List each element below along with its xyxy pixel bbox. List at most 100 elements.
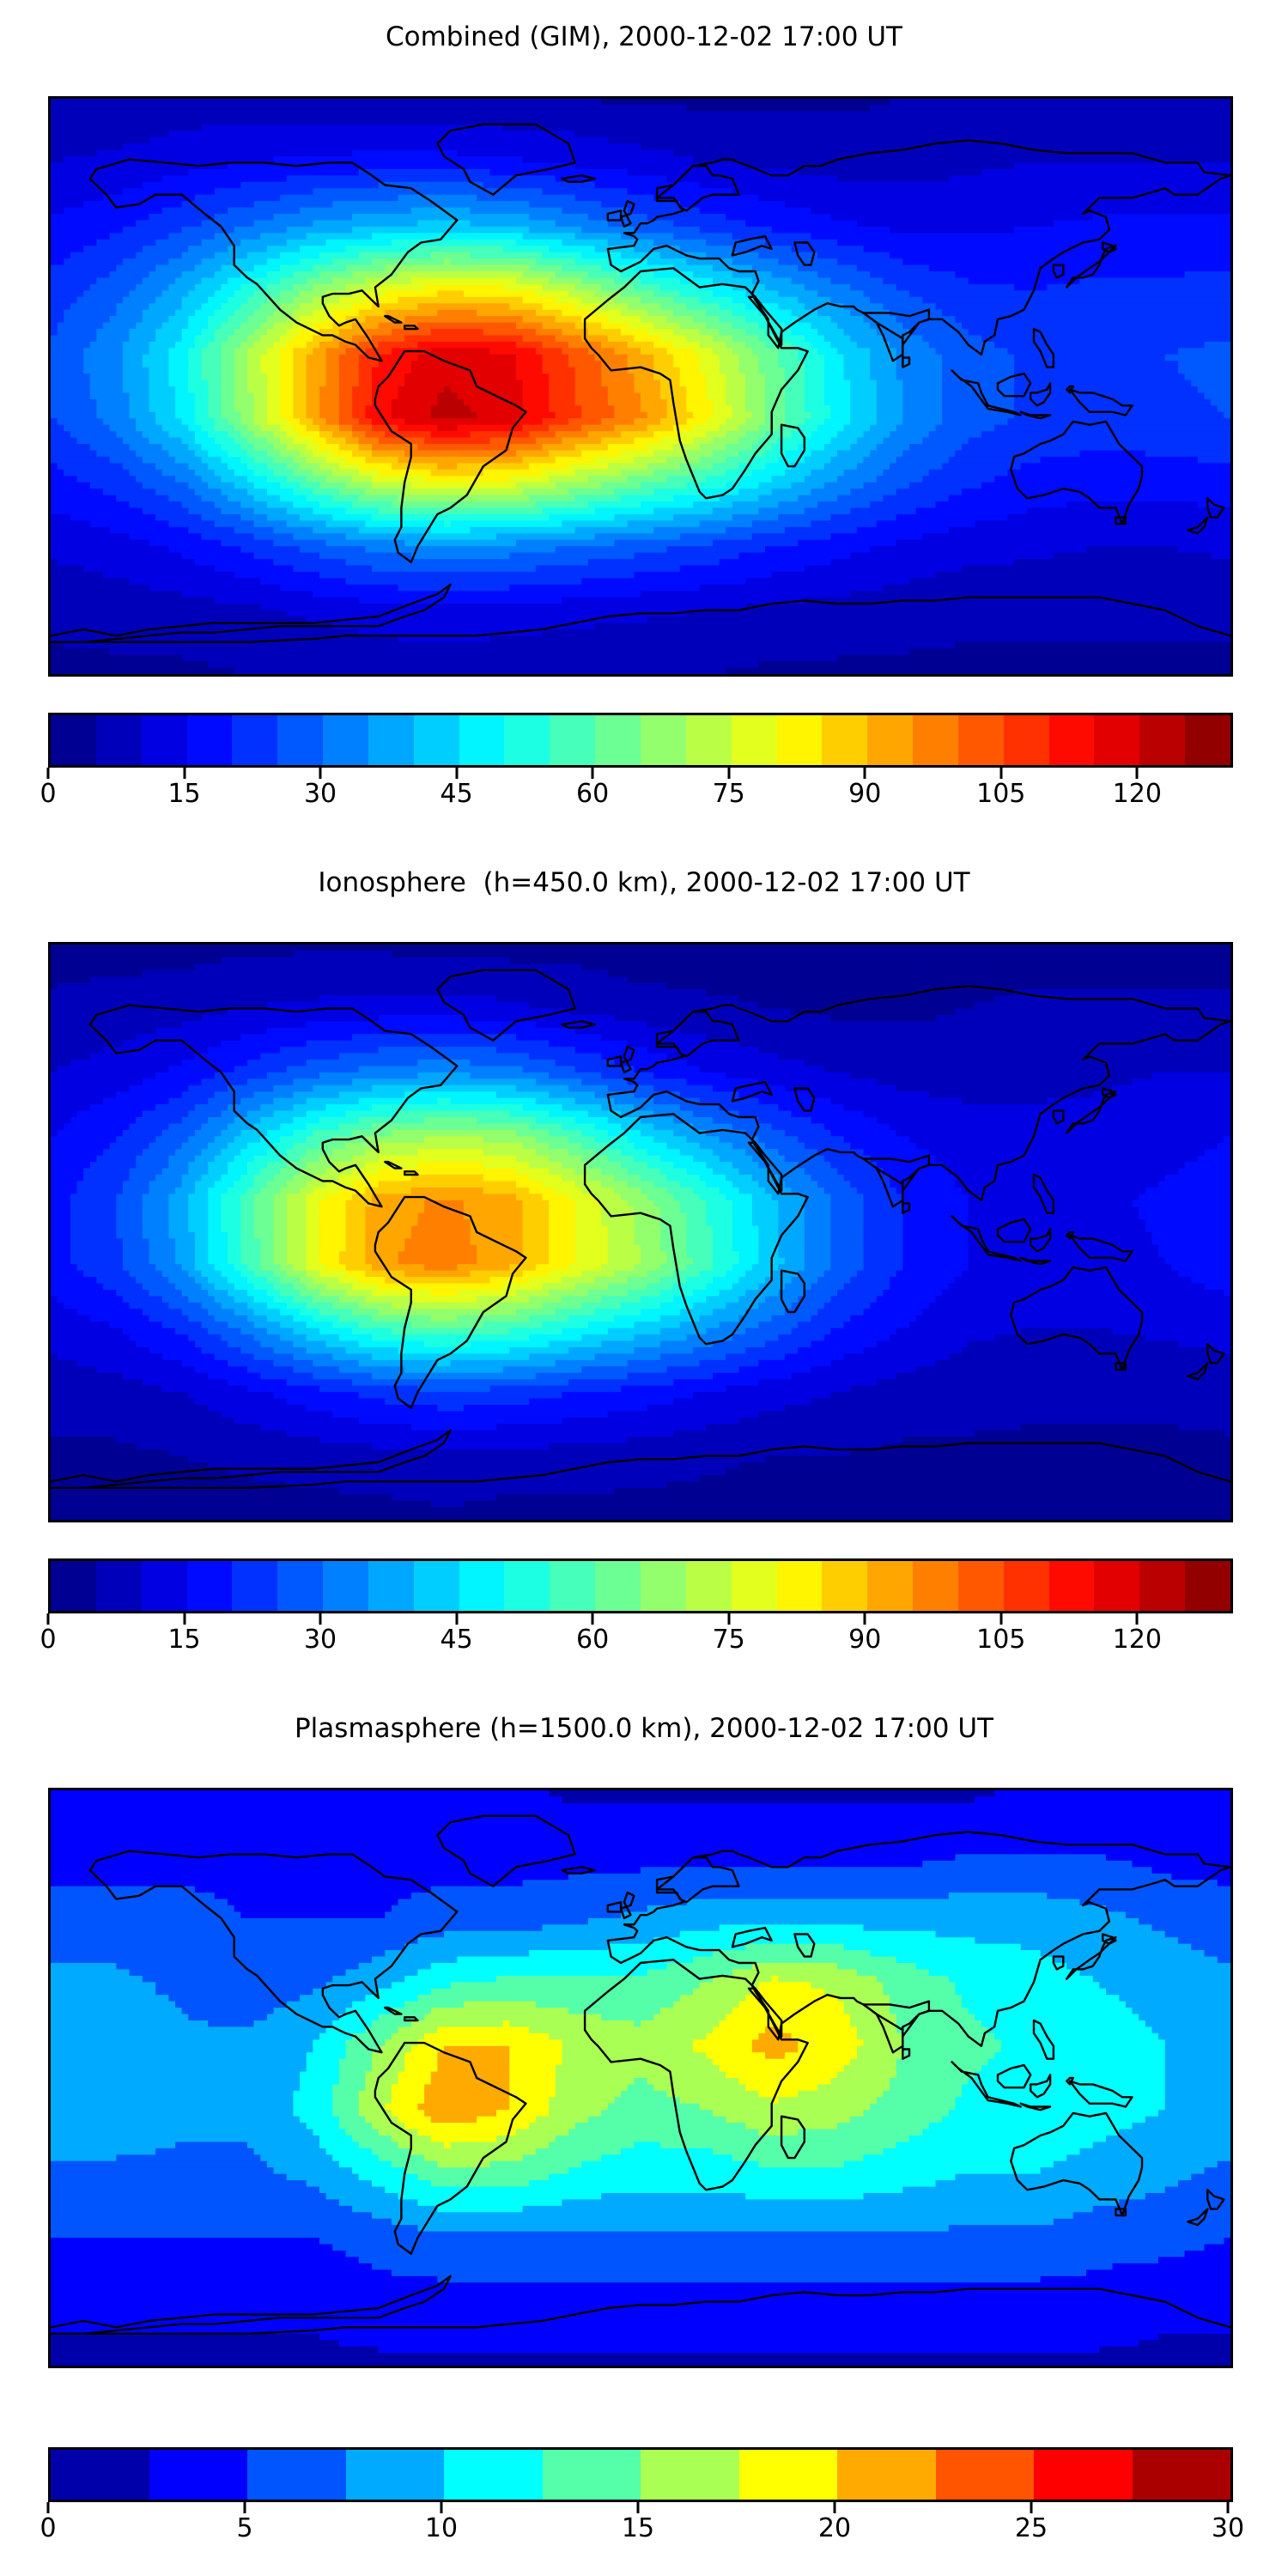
- colorbar-tick-label: 20: [817, 2513, 852, 2543]
- colorbar-tick: [1030, 2502, 1033, 2513]
- colorbar-band: [95, 715, 142, 765]
- colorbar-tick: [999, 1613, 1003, 1625]
- colorbar-tick-label: 75: [712, 1625, 745, 1655]
- colorbar-tick-label: 45: [440, 1625, 473, 1655]
- colorbar-tick: [319, 768, 322, 779]
- colorbar-band: [1185, 715, 1230, 765]
- colorbar-tick: [591, 1613, 594, 1625]
- colorbar-tick: [1135, 768, 1139, 779]
- colorbar-tick: [863, 1613, 866, 1625]
- colorbar-band: [51, 2450, 149, 2500]
- colorbar-tick: [46, 768, 50, 779]
- map-canvas-plasmasphere: [51, 1790, 1230, 2366]
- colorbar-tick-label: 75: [712, 779, 745, 809]
- colorbar-band: [738, 2450, 837, 2500]
- colorbar-band: [595, 715, 641, 765]
- colorbar-band: [641, 2450, 739, 2500]
- colorbar-tick: [455, 768, 459, 779]
- colorbar-tick: [319, 1613, 322, 1625]
- colorbar-band: [957, 1561, 1004, 1611]
- colorbar-band: [247, 2450, 346, 2500]
- panel-title-combined: Combined (GIM), 2000-12-02 17:00 UT: [386, 21, 902, 52]
- colorbar-tick: [243, 2502, 246, 2513]
- colorbar-tick: [999, 768, 1003, 779]
- colorbar-band: [141, 715, 187, 765]
- colorbar-band: [1132, 2450, 1230, 2500]
- colorbar-tick-label: 15: [167, 1625, 201, 1655]
- colorbar-band: [731, 1561, 777, 1611]
- colorbar-band: [550, 1561, 596, 1611]
- colorbar-band: [776, 715, 823, 765]
- colorbar-band: [1094, 715, 1140, 765]
- colorbar-band: [935, 2450, 1034, 2500]
- colorbar-band: [277, 715, 324, 765]
- colorbar-band: [277, 1561, 324, 1611]
- colorbar-ticks-ionosphere: 0 15 30 45 60 75 90 105 120: [39, 1613, 1228, 1665]
- colorbar-tick-label: 5: [236, 2513, 253, 2543]
- colorbar-band: [323, 715, 368, 765]
- colorbar-band: [459, 1561, 505, 1611]
- colorbar-gradient-ionosphere: [48, 1558, 1233, 1613]
- colorbar-tick: [833, 2502, 836, 2513]
- colorbar-band: [95, 1561, 142, 1611]
- colorbar-tick: [46, 1613, 50, 1625]
- colorbar-tick-label: 60: [576, 779, 610, 809]
- colorbar-band: [1185, 1561, 1230, 1611]
- map-axes-combined: [48, 96, 1233, 677]
- colorbar-tick-label: 0: [39, 1625, 57, 1655]
- map-canvas-combined: [51, 99, 1230, 674]
- colorbar-band: [232, 1561, 278, 1611]
- colorbar-tick: [46, 2502, 50, 2513]
- colorbar-band: [186, 1561, 233, 1611]
- colorbar-band: [413, 715, 459, 765]
- colorbar-band: [504, 1561, 550, 1611]
- colorbar-band: [1139, 715, 1186, 765]
- colorbar-band: [595, 1561, 641, 1611]
- colorbar-band: [444, 2450, 543, 2500]
- colorbar-tick-label: 60: [576, 1625, 610, 1655]
- colorbar-tick-label: 30: [303, 779, 337, 809]
- colorbar-tick-label: 90: [848, 779, 882, 809]
- colorbar-band: [913, 715, 958, 765]
- colorbar-band: [542, 2450, 641, 2500]
- panel-ionosphere: Ionosphere (h=450.0 km), 2000-12-02 17:0…: [0, 846, 1288, 1704]
- colorbar-band: [1003, 715, 1049, 765]
- colorbar-band: [867, 715, 914, 765]
- colorbar-band: [1094, 1561, 1140, 1611]
- colorbar-tick-label: 0: [39, 2513, 57, 2543]
- colorbar-band: [957, 715, 1004, 765]
- colorbar-gradient-combined: [48, 713, 1233, 768]
- colorbar-tick-label: 90: [848, 1625, 882, 1655]
- colorbar-band: [345, 2450, 444, 2500]
- colorbar-band: [822, 715, 868, 765]
- colorbar-tick-label: 120: [1112, 779, 1162, 809]
- colorbar-band: [504, 715, 550, 765]
- colorbar-band: [731, 715, 777, 765]
- colorbar-tick-label: 0: [39, 779, 57, 809]
- colorbar-band: [776, 1561, 823, 1611]
- colorbar-tick: [591, 768, 594, 779]
- colorbar-band: [413, 1561, 459, 1611]
- panel-combined: Combined (GIM), 2000-12-02 17:00 UT 0 15 3…: [0, 0, 1288, 859]
- colorbar-tick-label: 30: [303, 1625, 337, 1655]
- colorbar-band: [368, 715, 414, 765]
- colorbar-gradient-plasmasphere: [48, 2447, 1233, 2502]
- colorbar-tick: [1226, 2502, 1230, 2513]
- colorbar-band: [1003, 1561, 1049, 1611]
- colorbar-ticks-combined: 0 15 30 45 60 75 90 105 120: [39, 768, 1228, 819]
- colorbar-tick: [863, 768, 866, 779]
- colorbar-tick-label: 25: [1014, 2513, 1048, 2543]
- colorbar-band: [51, 1561, 96, 1611]
- colorbar-band: [459, 715, 505, 765]
- colorbar-band: [51, 715, 96, 765]
- colorbar-band: [1139, 1561, 1186, 1611]
- colorbar-tick-label: 105: [976, 1625, 1026, 1655]
- colorbar-tick: [1135, 1613, 1139, 1625]
- map-axes-plasmasphere: [48, 1788, 1233, 2368]
- colorbar-tick-label: 120: [1112, 1625, 1162, 1655]
- colorbar-band: [640, 715, 686, 765]
- colorbar-tick: [727, 1613, 731, 1625]
- colorbar-tick: [727, 768, 731, 779]
- map-canvas-ionosphere: [51, 945, 1230, 1520]
